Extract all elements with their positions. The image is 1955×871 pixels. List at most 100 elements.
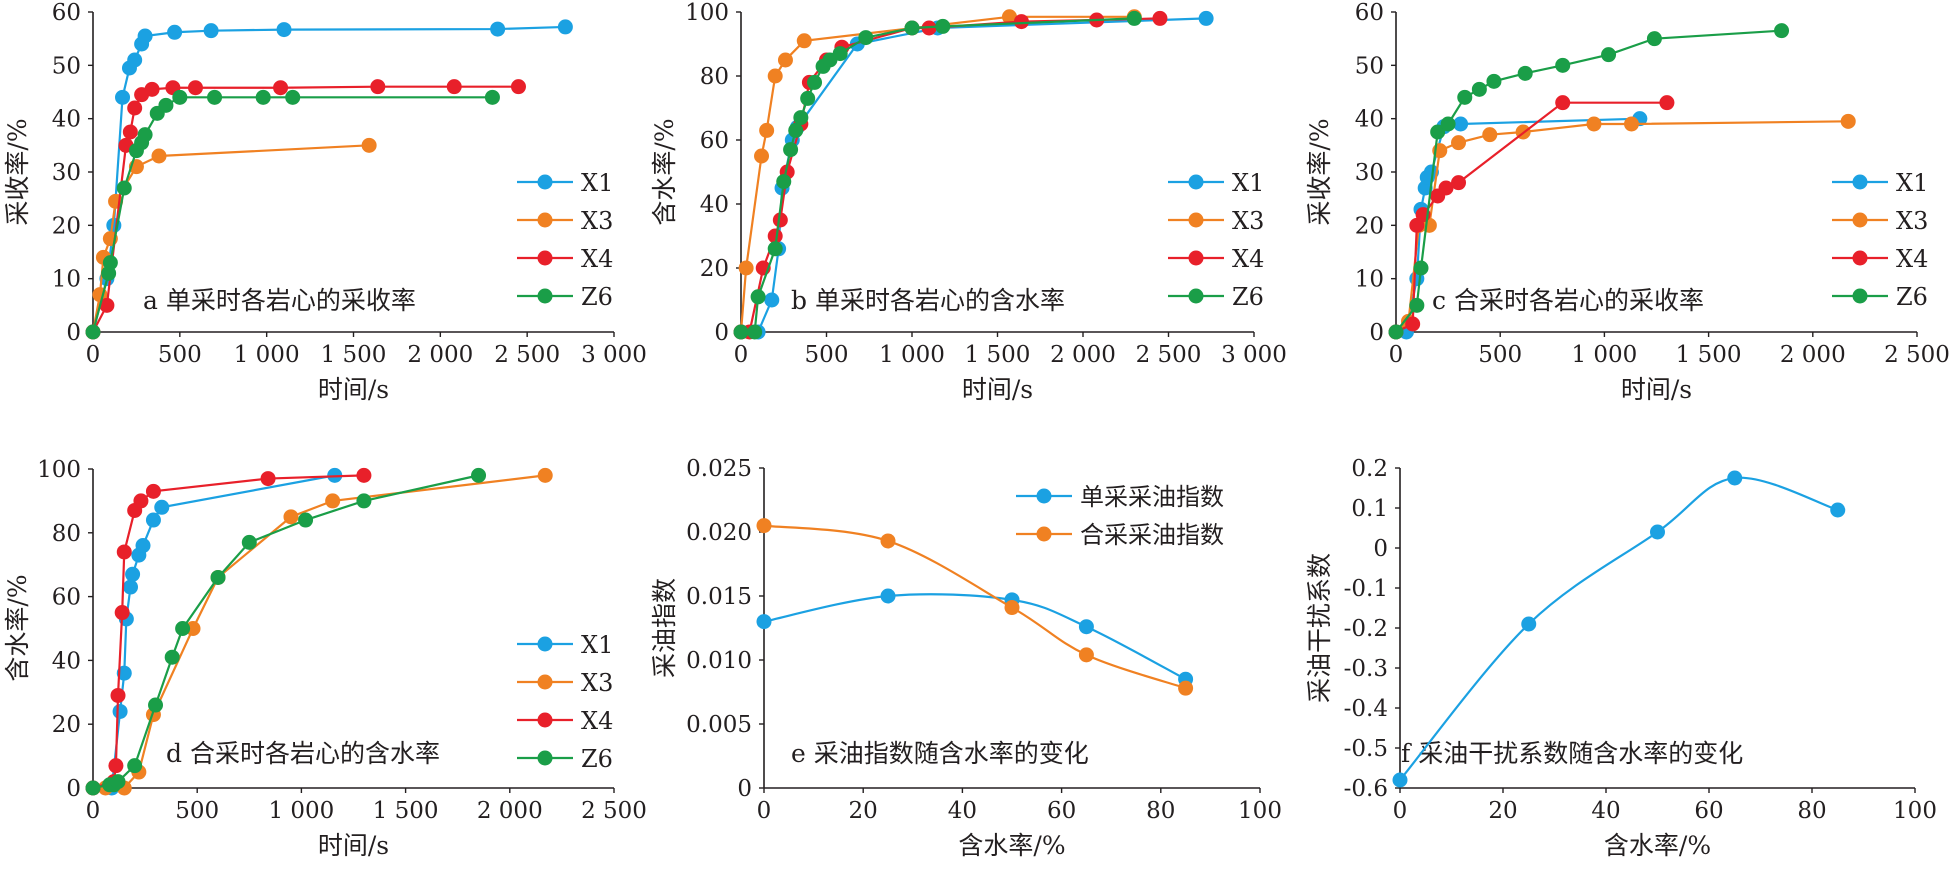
- series-单采采油指数: [756, 588, 1194, 687]
- data-point: [1004, 600, 1020, 616]
- data-point: [1555, 57, 1571, 73]
- x-tick-label: 40: [948, 798, 977, 824]
- data-point: [880, 588, 896, 604]
- y-tick-label: 50: [52, 53, 81, 79]
- data-point: [756, 614, 772, 630]
- data-point: [1001, 9, 1017, 25]
- y-axis-title: 含水率/%: [3, 574, 32, 681]
- panel-c-chart: 0 500 1 000 1 500 2 000 2 500 0 10 20 30 40 50 60 时间/…: [1305, 0, 1950, 404]
- x-tick-label: 0: [86, 342, 101, 368]
- data-point: [1623, 116, 1639, 132]
- x-tick-label: 3 000: [1221, 342, 1287, 368]
- data-point: [1451, 135, 1467, 151]
- series-line: [763, 593, 1187, 681]
- legend-item: Z6: [517, 745, 613, 773]
- data-point: [1178, 680, 1194, 696]
- legend-marker: [1036, 488, 1052, 504]
- legend-label: X4: [581, 707, 613, 735]
- data-point: [1388, 324, 1404, 340]
- data-point: [1126, 10, 1142, 26]
- data-point: [145, 512, 161, 528]
- y-tick-label: 0: [737, 776, 752, 802]
- y-tick-label: 30: [52, 160, 81, 186]
- y-tick-label: 10: [1355, 267, 1384, 293]
- data-point: [1152, 10, 1168, 26]
- y-tick-label: 0.015: [686, 584, 752, 610]
- series-Z6: [85, 89, 500, 340]
- x-tick-label: 1 500: [965, 342, 1031, 368]
- legend-item: X4: [1168, 245, 1264, 273]
- x-tick-label: 100: [1238, 798, 1282, 824]
- series-合采采油指数: [756, 518, 1194, 696]
- legend-label: X1: [581, 169, 613, 197]
- legend-marker: [1852, 212, 1868, 228]
- legend: X1 X3 X4 Z6: [517, 169, 613, 311]
- panel-caption: d 合采时各岩心的含水率: [166, 739, 440, 768]
- legend-label: Z6: [581, 283, 613, 311]
- data-point: [756, 518, 772, 534]
- legend-marker: [1188, 212, 1204, 228]
- data-point: [858, 30, 874, 46]
- x-axis-title: 时间/s: [318, 831, 389, 860]
- y-tick-label: 0.025: [686, 456, 752, 482]
- data-point: [370, 79, 386, 95]
- data-point: [137, 127, 153, 143]
- legend-label: X4: [1232, 245, 1264, 273]
- x-axis-title: 时间/s: [962, 375, 1033, 404]
- x-tick-label: 500: [175, 798, 219, 824]
- data-point: [276, 22, 292, 38]
- y-tick-label: 40: [700, 192, 729, 218]
- data-point: [793, 110, 809, 126]
- data-point: [1774, 23, 1790, 39]
- series-line: [739, 15, 1135, 333]
- data-point: [904, 20, 920, 36]
- x-tick-label: 0: [1393, 798, 1408, 824]
- legend-marker: [1852, 174, 1868, 190]
- x-tick-label: 60: [1047, 798, 1076, 824]
- legend-item: X1: [517, 169, 613, 197]
- legend-label: X4: [1896, 245, 1928, 273]
- y-tick-label: 100: [37, 457, 81, 483]
- x-axis-title: 含水率/%: [1604, 831, 1711, 860]
- x-tick-label: 3 000: [581, 342, 647, 368]
- x-tick-label: 0: [757, 798, 772, 824]
- y-tick-label: 20: [52, 213, 81, 239]
- x-tick-label: 500: [1478, 342, 1522, 368]
- data-point: [1646, 31, 1662, 47]
- legend-label: 合采采油指数: [1080, 521, 1224, 549]
- legend-item: Z6: [1168, 283, 1264, 311]
- data-point: [783, 142, 799, 158]
- legend-marker: [1852, 250, 1868, 266]
- data-point: [108, 758, 124, 774]
- x-tick-label: 1 000: [879, 342, 945, 368]
- y-axis-title: 采收率/%: [3, 118, 32, 225]
- data-point: [114, 605, 130, 621]
- data-point: [203, 23, 219, 39]
- data-point: [116, 544, 132, 560]
- data-point: [1650, 524, 1665, 540]
- data-point: [356, 467, 372, 483]
- data-point: [123, 579, 139, 595]
- data-point: [1555, 95, 1571, 111]
- panel-e-chart: 0 20 40 60 80 100 0 0.005 0.010 0.015 0.020 0.025 含水…: [650, 456, 1282, 860]
- legend-label: X3: [1232, 207, 1264, 235]
- y-tick-label: 40: [52, 648, 81, 674]
- x-tick-label: 100: [1893, 798, 1937, 824]
- legend-label: X1: [581, 631, 613, 659]
- data-point: [767, 241, 783, 257]
- data-point: [880, 533, 896, 549]
- legend: X1 X3 X4 Z6: [517, 631, 613, 773]
- y-axis-title: 采油指数: [650, 578, 679, 678]
- x-axis-title: 时间/s: [1621, 375, 1692, 404]
- data-point: [747, 324, 763, 340]
- legend-label: X1: [1232, 169, 1264, 197]
- data-point: [255, 89, 271, 105]
- data-point: [1840, 113, 1856, 129]
- panel-caption: a 单采时各岩心的采收率: [143, 286, 416, 315]
- data-point: [137, 28, 153, 44]
- data-point: [167, 24, 183, 40]
- data-point: [116, 180, 132, 196]
- data-point: [738, 260, 754, 276]
- data-point: [759, 122, 775, 138]
